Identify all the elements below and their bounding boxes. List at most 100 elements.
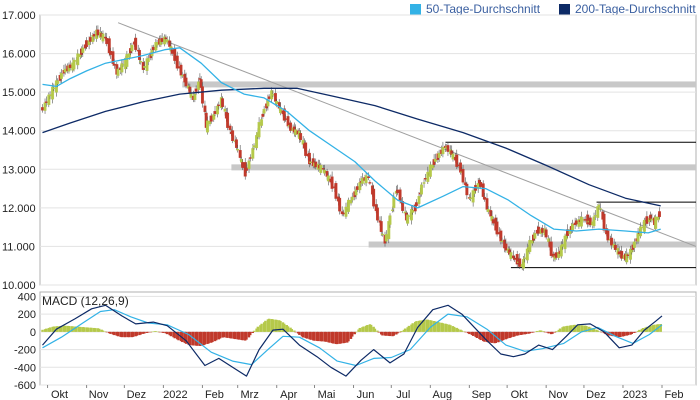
macd-histogram-bar: [100, 329, 103, 332]
macd-histogram-bar: [368, 324, 372, 332]
candle-body: [459, 162, 462, 173]
macd-histogram-bar: [164, 331, 168, 334]
macd-histogram-bar: [373, 328, 377, 332]
macd-histogram-bar: [346, 331, 349, 343]
macd-histogram-bar: [490, 331, 494, 343]
candle-body: [469, 197, 473, 199]
macd-histogram-bar: [509, 331, 513, 338]
macd-histogram-bar: [266, 319, 270, 332]
candle-body: [143, 66, 146, 68]
macd-histogram-bar: [74, 326, 77, 332]
macd-histogram-bar: [249, 331, 252, 336]
candle-body: [56, 80, 60, 84]
macd-histogram-bar: [434, 321, 437, 332]
candle-body: [523, 257, 527, 259]
macd-histogram-bar: [577, 325, 581, 332]
candle-body: [184, 77, 188, 87]
macd-histogram-bar: [566, 325, 569, 332]
candle-body: [330, 176, 334, 189]
macd-histogram-bar: [648, 326, 651, 332]
candle-body: [41, 107, 44, 111]
macd-histogram-bar: [262, 322, 266, 332]
macd-histogram-bar: [396, 331, 399, 334]
candle-body: [334, 183, 338, 199]
candle-body: [127, 53, 131, 58]
candle-body: [236, 148, 240, 151]
macd-histogram-bar: [651, 325, 655, 332]
macd-histogram-bar: [172, 331, 175, 338]
macd-histogram-bar: [290, 329, 294, 332]
candle-body: [388, 215, 392, 225]
macd-histogram-bar: [270, 319, 273, 332]
candle-body: [561, 244, 564, 247]
macd-histogram-bar: [599, 331, 602, 332]
candle-body: [417, 196, 421, 204]
candle-body: [48, 94, 52, 97]
macd-histogram-bar: [381, 331, 384, 336]
candle-body: [257, 122, 261, 138]
candle-body: [247, 160, 251, 169]
candle-body: [101, 33, 105, 42]
price-y-tick-label: 16.000: [2, 49, 36, 61]
macd-y-tick-label: 200: [18, 309, 36, 321]
candle-body: [314, 161, 318, 168]
macd-histogram-bar: [294, 331, 297, 333]
macd-histogram-bar: [210, 331, 213, 343]
candle-body: [610, 237, 614, 246]
macd-histogram-bar: [562, 326, 565, 332]
macd-histogram-bar: [101, 330, 105, 332]
macd-histogram-bar: [429, 320, 432, 332]
legend-sma50-label: 50-Tage-Durchschnitt: [426, 2, 541, 16]
candle-body: [472, 190, 476, 194]
candle-body: [415, 202, 418, 206]
macd-histogram-bar: [165, 331, 169, 335]
candle-body: [364, 175, 368, 184]
macd-histogram-bar: [313, 331, 316, 341]
candle-body: [155, 42, 159, 46]
macd-histogram-bar: [236, 331, 239, 340]
x-tick-label: Apr: [280, 389, 297, 400]
macd-histogram-bar: [576, 324, 579, 332]
macd-histogram-bar: [573, 324, 577, 332]
candle-body: [63, 68, 67, 73]
candle-body: [428, 164, 432, 177]
macd-histogram-bar: [347, 331, 350, 342]
macd-histogram-bar: [120, 331, 124, 338]
macd-histogram-bar: [301, 331, 305, 338]
macd-histogram-bar: [86, 327, 90, 332]
macd-y-tick-label: -200: [14, 345, 36, 357]
macd-histogram-bar: [237, 331, 241, 340]
candle-body: [248, 157, 252, 159]
x-tick-label: Feb: [665, 389, 684, 400]
candle-body: [597, 204, 601, 208]
candle-body: [226, 112, 230, 128]
candle-body: [138, 49, 141, 60]
x-tick-label: Nov: [548, 389, 568, 400]
x-tick-label: 2022: [163, 389, 187, 400]
macd-histogram-bar: [568, 325, 572, 332]
candle-body: [571, 223, 575, 231]
macd-histogram-bar: [524, 331, 528, 335]
macd-histogram-bar: [203, 331, 207, 345]
candle-body: [602, 213, 606, 231]
macd-histogram-bar: [358, 327, 362, 332]
macd-histogram-bar: [466, 331, 470, 334]
candle-body: [160, 38, 164, 42]
candle-body: [586, 214, 590, 225]
macd-histogram-bar: [617, 331, 621, 338]
macd-histogram-bar: [319, 331, 322, 342]
candle-body: [632, 241, 636, 248]
macd-histogram-bar: [245, 331, 248, 340]
candle-body: [241, 162, 245, 168]
macd-histogram-bar: [147, 331, 150, 333]
candle-body: [588, 217, 592, 226]
macd-histogram-bar: [134, 331, 137, 337]
macd-histogram-bar: [619, 331, 622, 337]
candle-body: [593, 215, 597, 217]
macd-histogram-bar: [366, 324, 369, 332]
macd-histogram-bar: [641, 328, 645, 332]
macd-histogram-bar: [425, 319, 428, 332]
candle-body: [52, 87, 56, 90]
candle-body: [446, 145, 450, 152]
macd-histogram-bar: [213, 331, 217, 342]
